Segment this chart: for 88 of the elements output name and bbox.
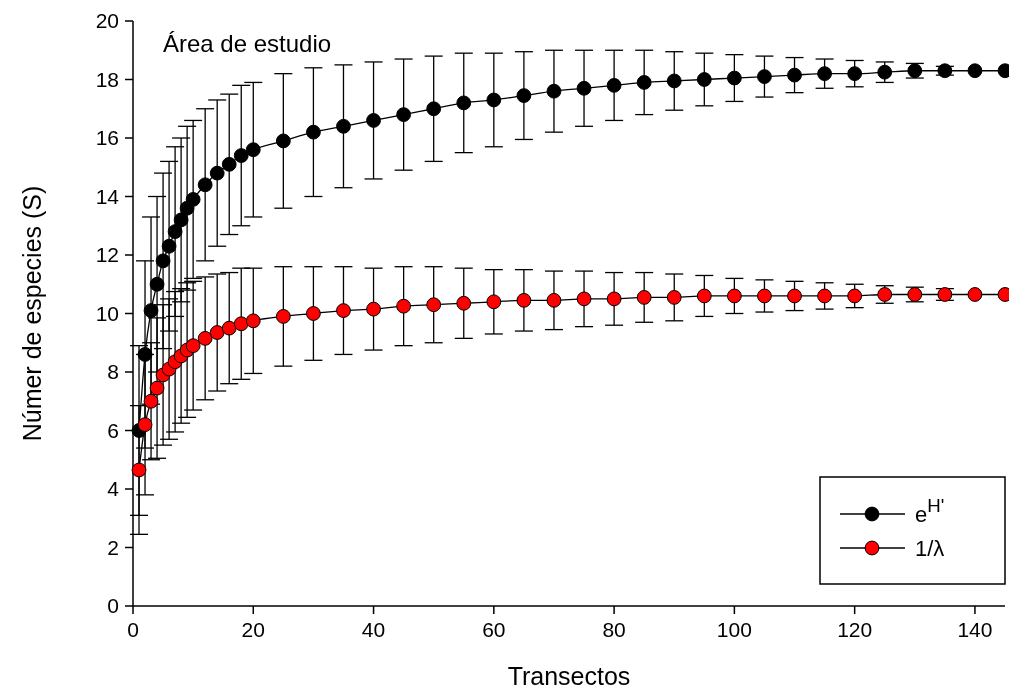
point [336, 118, 351, 134]
point [197, 330, 213, 346]
point [696, 72, 712, 87]
point [726, 288, 742, 304]
point [666, 73, 682, 89]
point [967, 63, 983, 79]
point [636, 290, 652, 305]
point [456, 95, 472, 111]
point [185, 338, 201, 354]
y-tick-label: 20 [95, 9, 119, 32]
y-tick-label: 12 [95, 243, 119, 266]
point [245, 313, 261, 329]
point [233, 316, 249, 332]
y-tick-label: 16 [95, 126, 119, 149]
y-tick-label: 14 [95, 184, 120, 208]
point [149, 380, 165, 396]
point [306, 124, 321, 140]
point [787, 288, 802, 304]
x-tick-label: 60 [482, 618, 506, 641]
point [275, 309, 291, 324]
point [185, 192, 201, 207]
point [426, 297, 442, 313]
y-tick-label: 6 [107, 418, 119, 442]
point [143, 393, 159, 409]
point [221, 320, 237, 336]
chart-title: Área de estudio [163, 30, 332, 57]
x-tick-label: 20 [241, 618, 265, 641]
point [131, 462, 147, 478]
point [516, 88, 532, 103]
point [516, 292, 532, 308]
x-tick-label: 40 [361, 618, 386, 641]
point [696, 288, 712, 304]
point [546, 83, 562, 99]
y-axis-title: Númer de especies (S) [18, 185, 46, 442]
point [817, 66, 832, 82]
point [847, 66, 863, 82]
point [366, 301, 381, 317]
point [967, 287, 983, 302]
point [847, 288, 863, 304]
point [155, 253, 171, 269]
point [161, 238, 177, 254]
legend-label: e$^{H'}$ [915, 494, 945, 527]
x-tick-label: 100 [716, 618, 752, 641]
point [726, 70, 742, 86]
legend-label: 1/λ [915, 536, 945, 561]
point [173, 212, 189, 228]
x-axis-title: Transectos [507, 662, 631, 690]
point [666, 290, 682, 305]
point [396, 107, 412, 122]
point [209, 325, 225, 340]
point [336, 303, 351, 318]
point [426, 101, 442, 117]
point [757, 69, 772, 84]
y-tick-label: 0 [107, 594, 119, 617]
point [787, 67, 802, 83]
y-tick-label: 10 [95, 301, 119, 325]
y-tick-label: 4 [107, 477, 120, 500]
y-tick-label: 2 [107, 535, 119, 559]
x-tick-label: 80 [602, 618, 626, 641]
point [817, 288, 832, 304]
point [486, 294, 502, 310]
point [396, 298, 412, 314]
point [245, 142, 261, 158]
point [143, 303, 159, 318]
point [366, 113, 381, 128]
point [606, 77, 622, 93]
x-tick-label: 140 [957, 618, 993, 641]
point [576, 291, 592, 307]
x-tick-label: 0 [127, 618, 139, 641]
point [757, 288, 772, 304]
point [546, 292, 562, 308]
point [275, 133, 291, 149]
point [233, 148, 249, 163]
y-tick-label: 8 [107, 360, 119, 383]
x-tick-label: 120 [837, 618, 873, 641]
point [576, 80, 592, 96]
point [221, 156, 237, 172]
point [197, 177, 213, 193]
point [636, 75, 652, 90]
point [167, 224, 183, 239]
point [606, 291, 622, 307]
point [486, 92, 502, 108]
point [306, 306, 321, 321]
point [456, 295, 472, 311]
point [209, 165, 225, 181]
y-tick-label: 18 [95, 67, 119, 91]
point [149, 276, 165, 292]
point [137, 417, 153, 433]
